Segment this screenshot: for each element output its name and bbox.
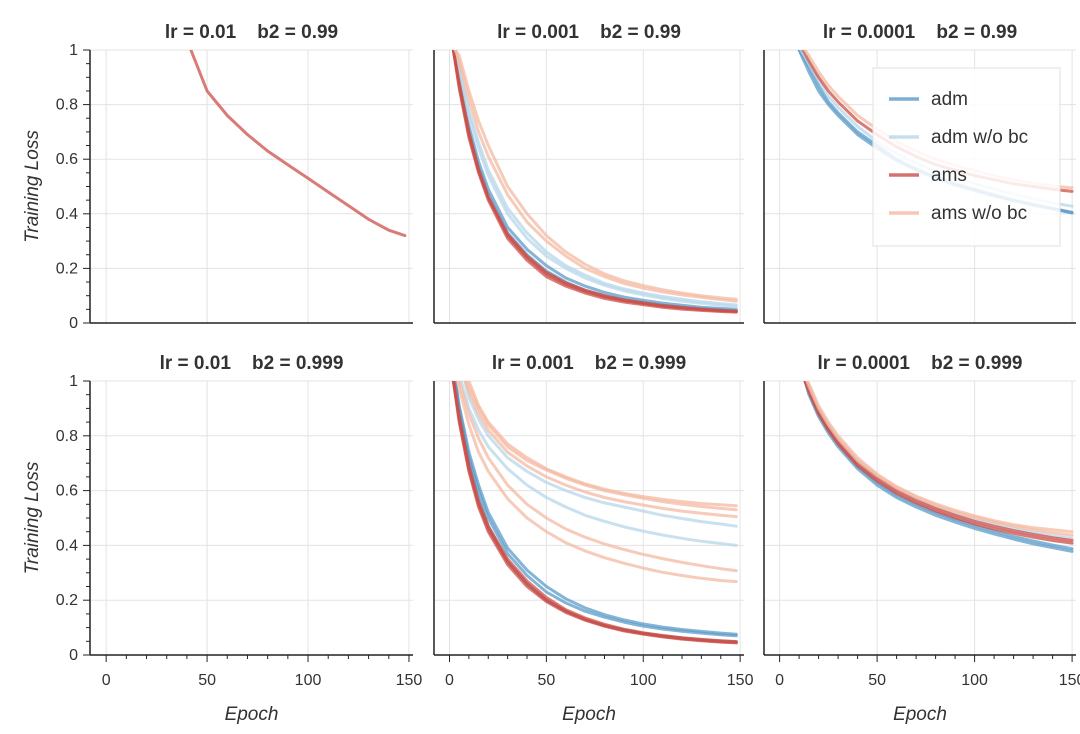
x-tick-label: 0	[775, 672, 784, 689]
y-tick-label: 0	[69, 647, 78, 664]
panel-title: lr = 0.001 b2 = 0.99	[497, 22, 681, 43]
y-tick-label: 0.6	[56, 483, 78, 500]
series-line-ams-w-o-bc	[453, 50, 738, 301]
y-axis-label: Training Loss	[22, 130, 43, 243]
series-line-ams	[451, 50, 738, 313]
series-line-ams-w-o-bc	[455, 381, 738, 584]
series-line-adm	[453, 381, 738, 636]
series-line-ams-w-o-bc	[463, 381, 738, 519]
series-line-adm-w-o-bc	[453, 50, 738, 309]
y-tick-label: 0.4	[56, 537, 78, 554]
y-tick-label: 0.6	[56, 151, 78, 168]
x-axis-label: Epoch	[562, 704, 616, 725]
x-axis-label: Epoch	[893, 704, 947, 725]
series-line-ams	[451, 381, 738, 645]
y-axis-label: Training Loss	[22, 461, 43, 574]
series-line-ams	[803, 381, 1074, 545]
x-tick-label: 50	[198, 672, 216, 689]
panel-title: lr = 0.0001 b2 = 0.99	[823, 22, 1017, 43]
series-line-adm	[803, 381, 1074, 553]
x-axis-label: Epoch	[225, 704, 279, 725]
panel-title: lr = 0.01 b2 = 0.999	[160, 353, 344, 374]
panel-title: lr = 0.001 b2 = 0.999	[492, 353, 686, 374]
series-line-ams-w-o-bc	[457, 381, 738, 573]
x-tick-label: 0	[102, 672, 111, 689]
series-line-adm-w-o-bc	[453, 50, 738, 307]
x-tick-label: 150	[396, 672, 423, 689]
y-tick-label: 0.2	[56, 592, 78, 609]
y-tick-label: 0.8	[56, 428, 78, 445]
x-tick-label: 0	[445, 672, 454, 689]
series-line-ams-w-o-bc	[805, 381, 1074, 537]
legend-label: adm w/o bc	[931, 127, 1028, 148]
x-tick-label: 100	[295, 672, 322, 689]
x-tick-label: 100	[961, 672, 988, 689]
x-tick-label: 150	[727, 672, 754, 689]
x-tick-label: 50	[868, 672, 886, 689]
series-line-adm	[451, 50, 738, 311]
series-line-adm-w-o-bc	[463, 381, 738, 528]
series-line-ams	[189, 50, 407, 238]
series-line-adm-w-o-bc	[459, 381, 738, 547]
y-tick-label: 1	[69, 373, 78, 390]
series-line-adm	[803, 381, 1074, 551]
y-tick-label: 0.2	[56, 260, 78, 277]
series-line-adm	[453, 381, 738, 638]
y-tick-label: 0.8	[56, 97, 78, 114]
y-tick-label: 0.4	[56, 206, 78, 223]
legend-label: adm	[931, 89, 968, 110]
panel-title: lr = 0.01 b2 = 0.99	[165, 22, 338, 43]
legend-label: ams	[931, 165, 967, 186]
series-line-ams-w-o-bc	[465, 381, 738, 512]
x-tick-label: 100	[630, 672, 657, 689]
series-line-ams-w-o-bc	[453, 50, 738, 303]
y-tick-label: 0	[69, 315, 78, 332]
panel-title: lr = 0.0001 b2 = 0.999	[818, 353, 1023, 374]
y-tick-label: 1	[69, 42, 78, 59]
x-tick-label: 150	[1059, 672, 1080, 689]
legend-label: ams w/o bc	[931, 203, 1027, 224]
x-tick-label: 50	[537, 672, 555, 689]
